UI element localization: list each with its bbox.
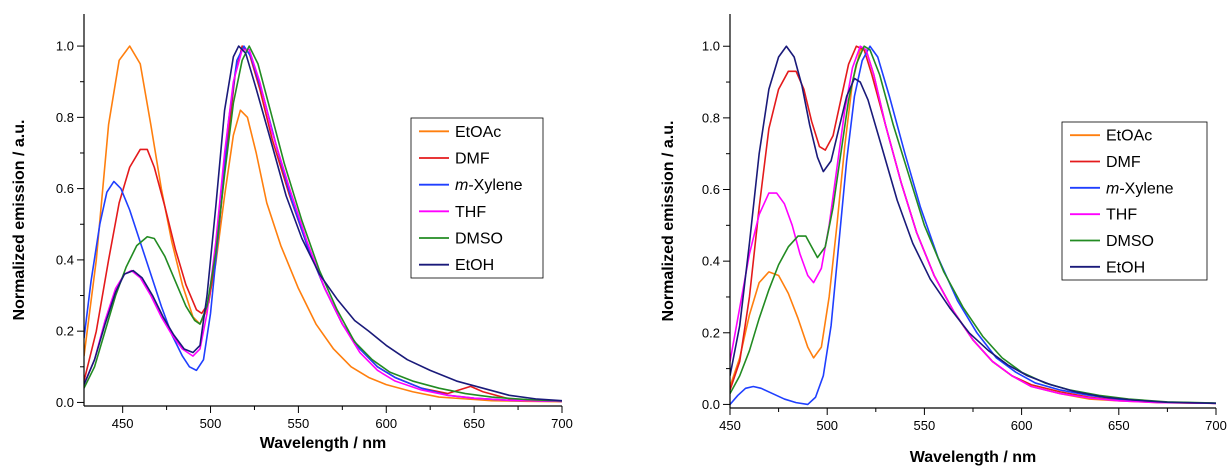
legend-label-etoac: EtOAc	[1106, 128, 1152, 145]
y-axis-label: Normalized emission / a.u.	[11, 120, 28, 321]
legend-label-dmso: DMSO	[455, 231, 503, 248]
series-line-etoac	[84, 45, 562, 403]
x-tick-label: 650	[1108, 418, 1130, 433]
y-tick-label: 0.6	[56, 181, 74, 196]
y-tick-label: 0.2	[702, 325, 720, 340]
series-line-etoh	[730, 45, 1216, 405]
series-line-thf	[730, 45, 1216, 405]
x-tick-label: 550	[288, 416, 310, 431]
legend-label-m-xylene: m-Xylene	[455, 177, 523, 194]
legend-label-etoh: EtOH	[455, 257, 494, 274]
y-tick-label: 0.4	[56, 252, 74, 267]
x-tick-label: 700	[1205, 418, 1227, 433]
x-tick-label: 450	[719, 418, 741, 433]
y-tick-label: 1.0	[56, 39, 74, 54]
legend-label-etoh: EtOH	[1106, 259, 1145, 276]
x-tick-label: 700	[551, 416, 573, 431]
x-tick-label: 450	[112, 416, 134, 431]
y-tick-label: 0.0	[702, 397, 720, 412]
legend-box	[410, 117, 544, 279]
x-axis-label: Wavelength / nm	[910, 449, 1037, 466]
legend-label-thf: THF	[1106, 207, 1137, 224]
chart-panel-2: 0.0 0.2 0.4 0.6 0.8 1.0 450 500 550 600 650 700 Wave…	[660, 14, 1227, 466]
y-tick-label: 0.4	[702, 254, 720, 269]
y-tick-label: 0.2	[56, 324, 74, 339]
y-tick-label: 1.0	[702, 39, 720, 54]
y-tick-label: 0.8	[702, 110, 720, 125]
legend-label-dmf: DMF	[1106, 154, 1141, 171]
x-tick-label: 600	[1011, 418, 1033, 433]
y-tick-label: 0.0	[56, 395, 74, 410]
series-line-dmso	[84, 45, 562, 402]
x-tick-label: 550	[914, 418, 936, 433]
x-tick-label: 650	[463, 416, 485, 431]
legend-label-thf: THF	[455, 204, 486, 221]
x-tick-label: 500	[200, 416, 222, 431]
series-line-etoh	[84, 45, 562, 402]
series-line-thf	[84, 48, 562, 403]
x-tick-label: 500	[816, 418, 838, 433]
legend-label-m-xylene: m-Xylene	[1106, 180, 1174, 197]
legend-label-etoac: EtOAc	[455, 124, 501, 141]
chart-panel-1: 0.0 0.2 0.4 0.6 0.8 1.0 450 500 550 600 650 700 Wave…	[11, 14, 573, 452]
y-axis-label: Normalized emission / a.u.	[660, 121, 677, 322]
x-tick-label: 600	[375, 416, 397, 431]
x-axis-label: Wavelength / nm	[260, 435, 387, 452]
legend-label-dmf: DMF	[455, 151, 490, 168]
series-line-m-xylene	[730, 45, 1216, 406]
legend-label-dmso: DMSO	[1106, 233, 1154, 250]
legend: EtOAc DMF m-Xylene THF DMSO EtOH	[410, 117, 544, 279]
y-tick-label: 0.6	[702, 182, 720, 197]
legend-box	[1061, 121, 1208, 281]
legend: EtOAc DMF m-Xylene THF DMSO EtOH	[1061, 121, 1208, 281]
y-tick-label: 0.8	[56, 110, 74, 125]
